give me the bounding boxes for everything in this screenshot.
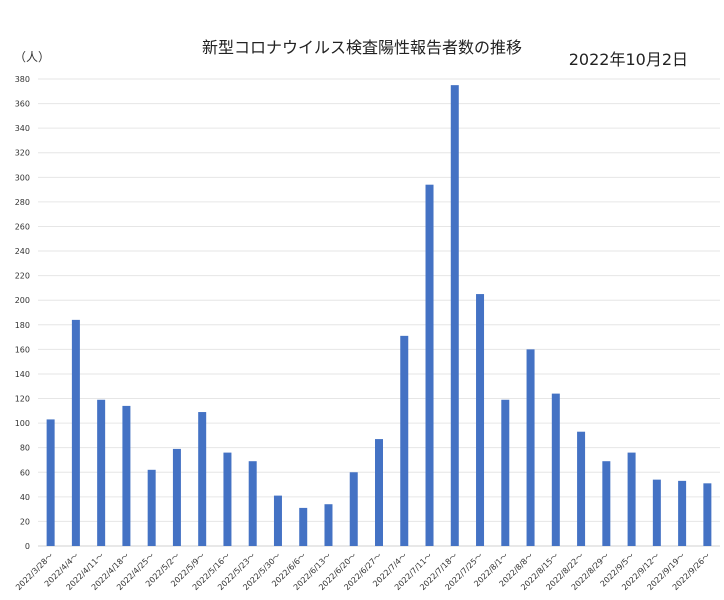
y-tick-label: 20 bbox=[20, 517, 30, 526]
y-tick-label: 220 bbox=[15, 272, 30, 281]
bar bbox=[324, 504, 333, 546]
chart-title: 新型コロナウイルス検査陽性報告者数の推移 bbox=[201, 38, 522, 57]
y-tick-label: 200 bbox=[15, 296, 30, 305]
bar bbox=[122, 405, 131, 546]
bar bbox=[678, 480, 687, 546]
y-tick-label: 280 bbox=[15, 198, 30, 207]
y-tick-label: 380 bbox=[15, 75, 30, 84]
bar bbox=[172, 448, 181, 546]
bar bbox=[425, 184, 434, 547]
y-tick-label: 340 bbox=[15, 124, 30, 133]
bar bbox=[602, 461, 611, 546]
y-tick-label: 260 bbox=[15, 222, 30, 231]
bar bbox=[526, 349, 535, 546]
y-tick-label: 180 bbox=[15, 321, 30, 330]
y-tick-label: 360 bbox=[15, 100, 30, 109]
bar bbox=[97, 399, 106, 546]
chart-date: 2022年10月2日 bbox=[568, 50, 688, 69]
bar bbox=[577, 431, 586, 546]
bar bbox=[627, 452, 636, 546]
y-tick-label: 80 bbox=[20, 444, 30, 453]
y-tick-label: 0 bbox=[25, 542, 30, 551]
bar bbox=[198, 412, 207, 546]
y-tick-label: 120 bbox=[15, 395, 30, 404]
bar bbox=[400, 335, 409, 546]
y-tick-label: 60 bbox=[20, 468, 30, 477]
y-tick-label: 320 bbox=[15, 149, 30, 158]
bar bbox=[299, 507, 308, 546]
bar bbox=[71, 319, 80, 546]
bar bbox=[703, 483, 712, 546]
bar bbox=[248, 461, 257, 546]
y-tick-label: 300 bbox=[15, 173, 30, 182]
bar bbox=[476, 294, 485, 546]
bar bbox=[450, 85, 459, 546]
y-tick-label: 160 bbox=[15, 345, 30, 354]
bar bbox=[273, 495, 282, 546]
bar bbox=[147, 469, 156, 546]
bar bbox=[223, 452, 232, 546]
bar bbox=[375, 439, 383, 546]
bar bbox=[652, 479, 661, 546]
bar bbox=[501, 399, 510, 546]
y-tick-label: 240 bbox=[15, 247, 30, 256]
bar bbox=[46, 419, 55, 546]
y-tick-label: 140 bbox=[15, 370, 30, 379]
bar bbox=[551, 393, 560, 546]
y-tick-label: 40 bbox=[20, 493, 30, 502]
y-tick-label: 100 bbox=[15, 419, 30, 428]
bar bbox=[349, 472, 358, 546]
y-axis-unit: （人） bbox=[14, 50, 51, 64]
